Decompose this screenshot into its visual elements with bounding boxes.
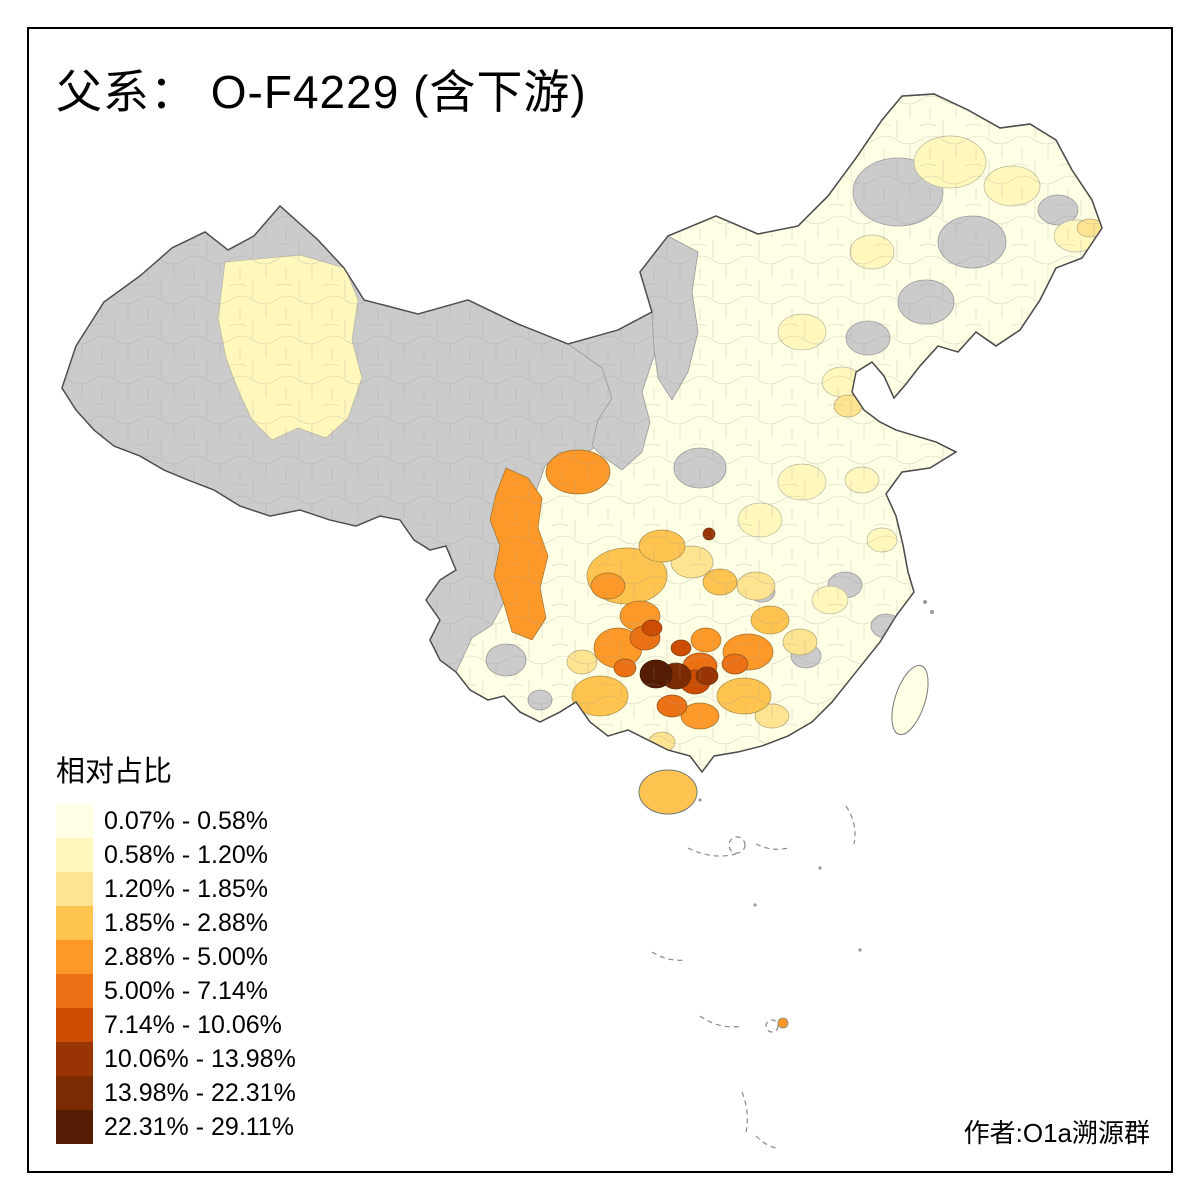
taiwan-island xyxy=(891,664,929,736)
legend-label: 0.58% - 1.20% xyxy=(104,840,268,869)
legend-label: 10.06% - 13.98% xyxy=(104,1044,296,1073)
islet-dot xyxy=(818,866,822,870)
legend-row: 5.00% - 7.14% xyxy=(56,974,296,1008)
islet-dot xyxy=(923,600,927,604)
legend-swatch xyxy=(56,940,93,974)
legend-swatch xyxy=(56,804,93,838)
island-dash xyxy=(755,843,789,850)
legend-row: 1.85% - 2.88% xyxy=(56,906,296,940)
small-islets xyxy=(698,600,934,952)
legend-swatch xyxy=(56,1042,93,1076)
hainan-island xyxy=(638,769,698,815)
island-dash xyxy=(728,836,746,854)
legend-swatch xyxy=(56,838,93,872)
legend-row: 7.14% - 10.06% xyxy=(56,1008,296,1042)
legend-label: 1.20% - 1.85% xyxy=(104,874,268,903)
islet-dot xyxy=(930,610,934,614)
legend-row: 0.07% - 0.58% xyxy=(56,804,296,838)
island-dash xyxy=(845,805,856,845)
legend-swatch xyxy=(56,1076,93,1110)
legend-row: 13.98% - 22.31% xyxy=(56,1076,296,1110)
island-dash xyxy=(687,847,737,857)
legend-label: 0.07% - 0.58% xyxy=(104,806,268,835)
islet-dot xyxy=(753,903,757,907)
legend-row: 22.31% - 29.11% xyxy=(56,1110,296,1144)
legend: 相对占比 0.07% - 0.58% 0.58% - 1.20% 1.20% - 1… xyxy=(56,748,296,1144)
legend-row: 0.58% - 1.20% xyxy=(56,838,296,872)
island-dash xyxy=(741,1091,748,1133)
page-title: 父系： O-F4229 (含下游) xyxy=(56,66,587,118)
legend-label: 1.85% - 2.88% xyxy=(104,908,268,937)
legend-swatch xyxy=(56,1110,93,1144)
legend-swatch xyxy=(56,974,93,1008)
legend-label: 7.14% - 10.06% xyxy=(104,1010,282,1039)
legend-label: 2.88% - 5.00% xyxy=(104,942,268,971)
scs-island-colored xyxy=(777,1017,789,1029)
legend-row: 2.88% - 5.00% xyxy=(56,940,296,974)
legend-title: 相对占比 xyxy=(56,756,173,788)
legend-label: 13.98% - 22.31% xyxy=(104,1078,296,1107)
legend-label: 22.31% - 29.11% xyxy=(104,1112,294,1141)
islet-dot xyxy=(858,948,862,952)
legend-swatch xyxy=(56,872,93,906)
island-dash xyxy=(699,1015,743,1028)
author-credit: 作者:O1a溯源群 xyxy=(963,1118,1150,1148)
legend-row: 10.06% - 13.98% xyxy=(56,1042,296,1076)
legend-row: 1.20% - 1.85% xyxy=(56,872,296,906)
legend-swatch xyxy=(56,906,93,940)
island-dash xyxy=(651,951,687,961)
islet-dot xyxy=(698,798,702,802)
sea-dashed-features xyxy=(651,805,856,1149)
region-layers xyxy=(62,94,1102,772)
legend-swatch xyxy=(56,1008,93,1042)
legend-rows: 0.07% - 0.58% 0.58% - 1.20% 1.20% - 1.85% 1… xyxy=(56,804,296,1144)
legend-label: 5.00% - 7.14% xyxy=(104,976,268,1005)
island-dash xyxy=(755,1135,777,1149)
prefecture-borders-texture xyxy=(62,94,1102,772)
china-outline xyxy=(61,93,1103,774)
island-dash xyxy=(765,1019,779,1033)
